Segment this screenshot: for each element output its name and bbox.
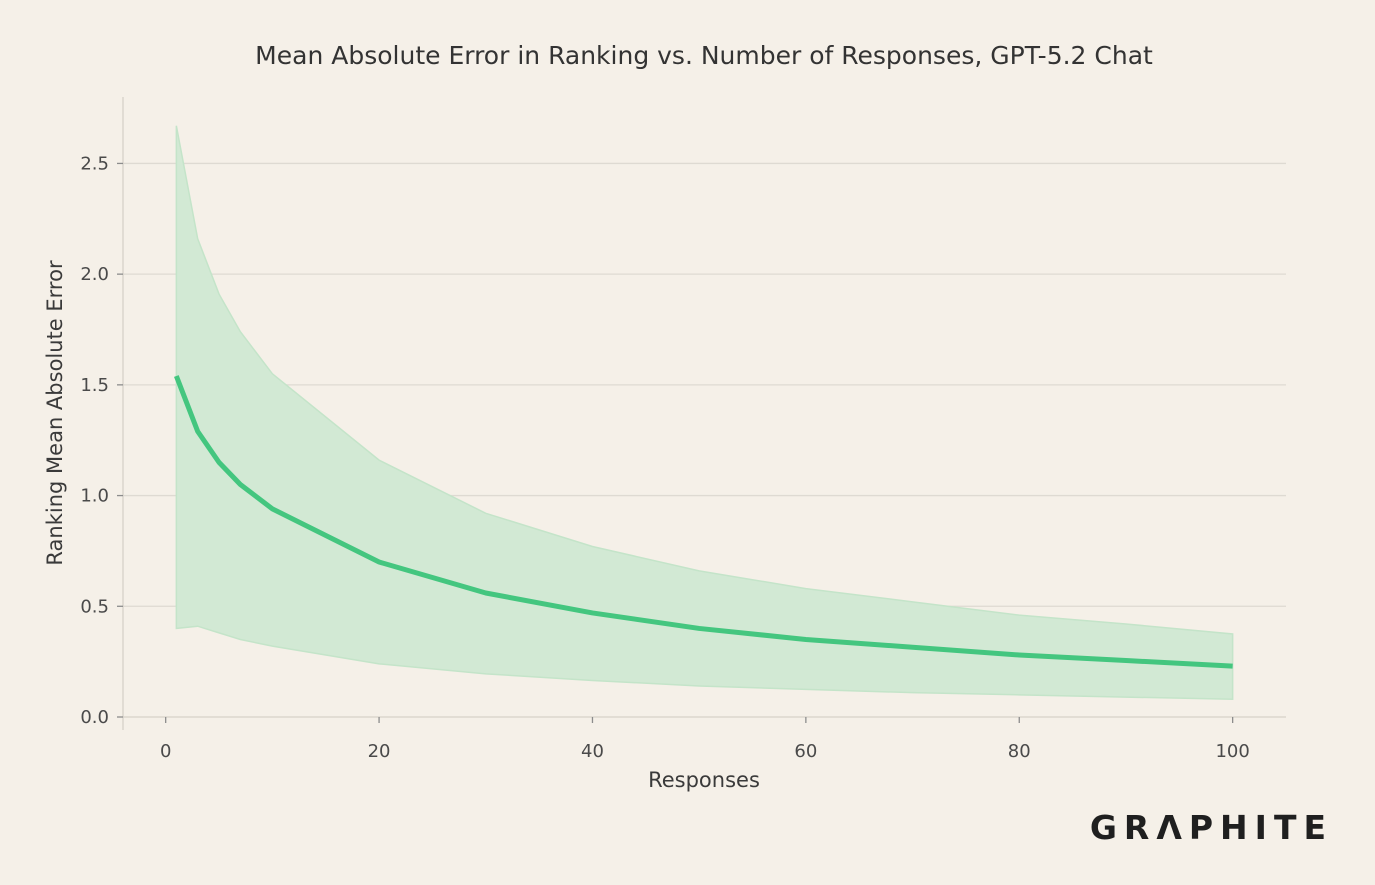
x-tick-label: 60 (794, 741, 817, 762)
series-line-0 (174, 375, 1233, 669)
graphite-logo: GRΛPHITE (1090, 808, 1333, 847)
series-line-group (174, 375, 1233, 669)
y-tick-label: 1.0 (80, 486, 109, 507)
y-axis-label: Ranking Mean Absolute Error (43, 260, 67, 566)
x-tick-label: 80 (1008, 741, 1031, 762)
x-tick-label: 100 (1215, 741, 1249, 762)
y-tick-label: 0.0 (80, 707, 109, 728)
confidence-band-group (175, 125, 1234, 701)
x-tick-label: 20 (368, 741, 391, 762)
y-ticks: 0.0 0.5 1.0 1.5 2.0 2.5 (80, 153, 123, 728)
confidence-band (175, 125, 1234, 701)
x-axis-label: Responses (648, 768, 760, 792)
chart-title: Mean Absolute Error in Ranking vs. Numbe… (255, 41, 1153, 70)
x-tick-label: 40 (581, 741, 604, 762)
x-ticks: 0 20 40 60 80 100 (160, 717, 1250, 762)
y-tick-label: 2.0 (80, 264, 109, 285)
y-tick-label: 2.5 (80, 153, 109, 174)
x-tick-label: 0 (160, 741, 171, 762)
y-tick-label: 0.5 (80, 596, 109, 617)
y-tick-label: 1.5 (80, 375, 109, 396)
